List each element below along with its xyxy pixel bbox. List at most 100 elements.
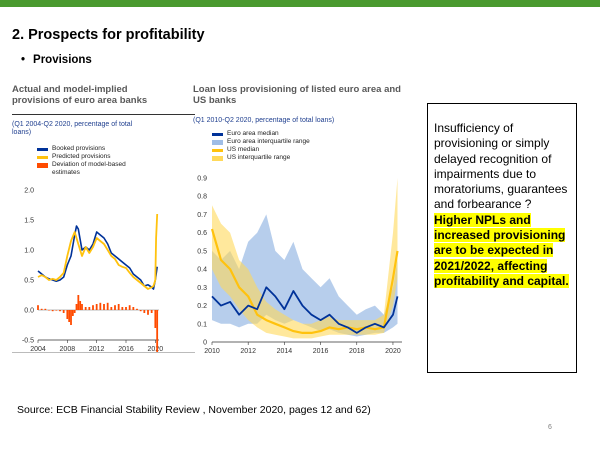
legend-swatch-us-iqr	[212, 155, 223, 161]
deviation-bar	[92, 305, 94, 310]
deviation-bar	[103, 304, 105, 310]
deviation-bar	[150, 310, 153, 313]
euro-median-line	[211, 286, 399, 334]
deviation-bar	[81, 304, 83, 310]
deviation-bar	[70, 310, 72, 325]
callout-box: Insufficiency of provisioning or simply …	[427, 103, 577, 373]
top-accent-bar	[0, 0, 600, 7]
legend-booked: Booked provisions	[37, 145, 126, 153]
deviation-bar	[128, 305, 131, 310]
deviation-bar	[84, 307, 87, 310]
chart1-subtitle: (Q1 2004-Q2 2020, percentage of total lo…	[12, 121, 132, 137]
deviation-bar	[68, 310, 71, 322]
legend-label-deviation: Deviation of model-based	[52, 161, 126, 168]
deviation-bar	[99, 302, 102, 310]
legend-euro-median: Euro area median	[212, 130, 310, 138]
legend-predicted: Predicted provisions	[37, 153, 126, 161]
deviation-bar	[143, 310, 146, 313]
deviation-bar	[147, 310, 149, 315]
chart1-bottom-rule	[12, 352, 195, 353]
legend-swatch-predicted	[37, 155, 48, 159]
legend-deviation-2: estimates	[37, 169, 126, 177]
chart2-legend: Euro area median Euro area interquartile…	[212, 130, 310, 162]
chart1-ytick-label: 0.5	[24, 278, 34, 285]
chart1-title-line2: provisions of euro area banks	[12, 95, 148, 106]
chart2-ytick-label: 0.7	[197, 212, 207, 219]
chart2-ytick-label: 0.2	[197, 303, 207, 310]
us-iqr-band	[212, 178, 398, 339]
page-number: 6	[548, 424, 552, 431]
chart1-xtick-label: 2020	[148, 346, 164, 353]
slide-title: 2. Prospects for profitability	[12, 27, 205, 43]
chart2-ytick-label: 0.9	[197, 176, 207, 183]
legend-swatch-us-median	[212, 148, 223, 152]
deviation-bar	[132, 307, 135, 310]
deviation-bar	[75, 304, 78, 310]
chart2-ytick-label: 0.6	[197, 230, 207, 237]
us-median-line	[210, 228, 399, 334]
chart1-subtitle-line1: (Q1 2004-Q2 2020, percentage of total	[12, 121, 133, 128]
callout-question: Insufficiency of provisioning or simply …	[434, 121, 568, 212]
bullet-icon: •	[21, 54, 26, 66]
chart2-xtick-label: 2018	[349, 348, 365, 355]
chart2-title: Loan loss provisioning of listed euro ar…	[193, 84, 418, 106]
deviation-bar	[156, 310, 159, 352]
deviation-bar	[125, 307, 127, 310]
legend-label-booked: Booked provisions	[52, 145, 106, 152]
booked-provisions-line	[37, 225, 158, 290]
deviation-bar	[79, 301, 82, 310]
deviation-bar	[62, 310, 65, 313]
chart2-ytick-label: 0.3	[197, 285, 207, 292]
legend-label-predicted: Predicted provisions	[52, 153, 111, 160]
legend-deviation: Deviation of model-based	[37, 161, 126, 169]
deviation-bar	[106, 302, 109, 310]
legend-swatch-euro-iqr	[212, 139, 223, 145]
legend-us-median: US median	[212, 146, 310, 154]
chart1-ytick-label: -0.5	[22, 338, 34, 345]
chart1-title-line1: Actual and model-implied	[12, 84, 128, 95]
chart2-xtick-label: 2010	[204, 348, 220, 355]
legend-label-us-median: US median	[227, 146, 260, 153]
chart1-ytick-label: 1.0	[24, 248, 34, 255]
chart2-ytick-label: 0.1	[197, 321, 207, 328]
chart2-xtick-label: 2014	[277, 348, 293, 355]
chart1-title: Actual and model-implied provisions of e…	[12, 84, 197, 106]
deviation-bar	[154, 310, 157, 328]
deviation-bar	[139, 310, 142, 312]
legend-label-deviation-2: estimates	[52, 169, 80, 176]
chart2-ytick-label: 0	[203, 340, 207, 347]
deviation-bar	[66, 310, 69, 319]
chart1-xtick-label: 2008	[60, 346, 76, 353]
deviation-bar	[55, 310, 58, 311]
legend-label-us-iqr: US interquartile range	[227, 154, 291, 161]
chart1-xtick-label: 2012	[89, 346, 105, 353]
legend-us-iqr: US interquartile range	[212, 154, 310, 162]
chart1-xtick-label: 2004	[30, 346, 46, 353]
deviation-bar	[121, 307, 124, 310]
chart2-ytick-label: 0.5	[197, 248, 207, 255]
bullet-heading: • Provisions	[21, 54, 92, 66]
deviation-bar	[88, 307, 91, 310]
deviation-bar	[136, 308, 138, 310]
chart2-xtick-label: 2016	[313, 348, 329, 355]
bullet-text: Provisions	[33, 54, 92, 66]
chart2-title-line1: Loan loss provisioning of listed euro ar…	[193, 84, 401, 95]
deviation-bar	[40, 308, 43, 310]
deviation-bar	[77, 295, 80, 310]
legend-swatch-euro-median	[212, 132, 223, 136]
chart1-ytick-label: 2.0	[24, 188, 34, 195]
deviation-bar	[44, 308, 47, 310]
chart2-xtick-label: 2012	[240, 348, 256, 355]
deviation-bar	[37, 305, 39, 310]
deviation-bar	[95, 304, 98, 310]
predicted-provisions-line	[37, 213, 159, 290]
legend-label-euro-median: Euro area median	[227, 130, 279, 137]
deviation-bar	[59, 310, 61, 312]
deviation-bar	[71, 310, 74, 316]
deviation-bar	[114, 305, 116, 310]
chart2-ytick-label: 0.8	[197, 194, 207, 201]
chart2-title-line2: US banks	[193, 95, 237, 106]
chart2-subtitle: (Q1 2010-Q2 2020, percentage of total lo…	[193, 117, 335, 124]
